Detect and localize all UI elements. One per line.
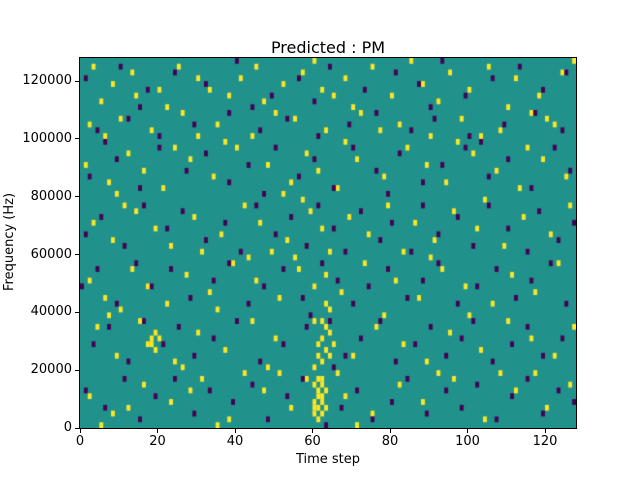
y-tick-label: 120000 xyxy=(22,73,72,89)
chart-title: Predicted : PM xyxy=(270,38,386,57)
x-axis-label: Time step xyxy=(295,452,361,467)
x-tick-mark xyxy=(467,429,468,433)
y-tick-label: 20000 xyxy=(30,362,72,378)
heatmap-canvas xyxy=(80,58,576,428)
y-tick-mark xyxy=(75,80,79,82)
y-axis-label: Frequency (Hz) xyxy=(2,192,17,291)
y-tick-mark xyxy=(75,196,79,198)
x-tick-label: 0 xyxy=(75,434,85,449)
y-tick-label: 40000 xyxy=(30,304,72,320)
y-tick-label: 60000 xyxy=(30,246,72,262)
y-tick-mark xyxy=(75,427,79,429)
y-tick-mark xyxy=(75,138,79,140)
y-tick-mark xyxy=(75,311,79,313)
x-tick-mark xyxy=(234,429,236,433)
y-tick-label: 80000 xyxy=(30,188,72,204)
x-tick-label: 100 xyxy=(455,434,480,449)
y-tick-mark xyxy=(75,369,79,371)
x-tick-mark xyxy=(544,429,546,433)
x-tick-label: 120 xyxy=(532,434,558,449)
y-tick-label: 100000 xyxy=(22,130,72,146)
x-tick-label: 60 xyxy=(304,434,321,449)
plot-area xyxy=(79,57,577,429)
x-tick-label: 20 xyxy=(149,434,166,449)
x-tick-mark xyxy=(312,429,313,433)
x-tick-mark xyxy=(157,429,158,433)
y-tick-mark xyxy=(75,254,79,256)
x-tick-label: 80 xyxy=(381,434,399,449)
x-tick-label: 40 xyxy=(226,434,244,449)
x-tick-mark xyxy=(389,429,391,433)
y-tick-label: 0 xyxy=(63,420,72,435)
x-tick-mark xyxy=(79,429,81,433)
